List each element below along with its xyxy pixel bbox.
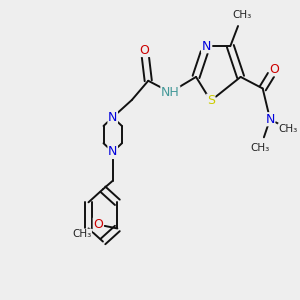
Text: N: N [108,111,117,124]
Text: CH₃: CH₃ [250,143,270,153]
Text: O: O [140,44,149,56]
Text: N: N [202,40,211,53]
Text: CH₃: CH₃ [72,229,92,239]
Text: N: N [108,146,117,158]
Text: NH: NH [161,86,180,99]
Text: CH₃: CH₃ [232,11,252,20]
Text: S: S [207,94,215,107]
Text: O: O [93,218,103,231]
Text: CH₃: CH₃ [278,124,298,134]
Text: O: O [269,63,279,76]
Text: N: N [265,113,275,126]
